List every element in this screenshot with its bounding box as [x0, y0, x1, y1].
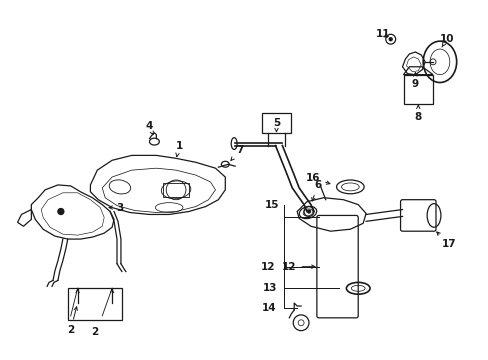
Text: 17: 17	[436, 232, 455, 249]
Text: 14: 14	[262, 303, 276, 313]
Bar	[163, 183, 188, 197]
Text: 2: 2	[91, 327, 98, 337]
Text: 10: 10	[439, 34, 453, 47]
Text: 2: 2	[67, 307, 77, 335]
Text: 4: 4	[145, 121, 153, 135]
Text: 16: 16	[305, 173, 329, 184]
Text: 15: 15	[264, 199, 278, 210]
Bar	[403, 75, 432, 104]
Text: 8: 8	[414, 105, 421, 122]
Bar	[68, 288, 122, 320]
Text: 9: 9	[411, 73, 418, 89]
Text: 7: 7	[230, 145, 243, 161]
Circle shape	[58, 208, 64, 215]
Circle shape	[388, 38, 391, 41]
Text: 11: 11	[375, 29, 389, 39]
Bar	[261, 113, 291, 133]
Text: 6: 6	[311, 180, 321, 201]
Circle shape	[307, 210, 310, 213]
Text: 12: 12	[260, 262, 274, 272]
Text: 5: 5	[272, 118, 280, 132]
Text: 3: 3	[109, 203, 123, 212]
Text: 1: 1	[175, 140, 183, 157]
Bar	[68, 320, 122, 328]
Text: 13: 13	[262, 283, 276, 293]
Text: 12: 12	[282, 262, 314, 272]
